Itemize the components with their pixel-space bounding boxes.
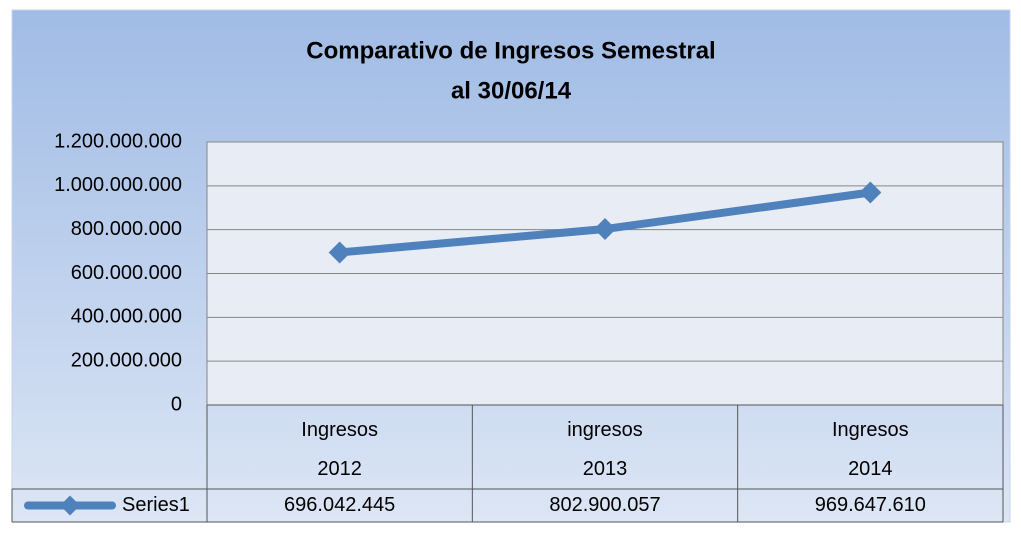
category-text: Ingresos 2012 [301, 419, 379, 480]
chart-title: Comparativo de Ingresos Semestral [306, 37, 715, 64]
chart-subtitle: al 30/06/14 [451, 77, 572, 104]
y-tick-label: 600.000.000 [71, 262, 182, 284]
y-tick-label: 200.000.000 [71, 349, 182, 371]
legend-marker [60, 495, 80, 516]
category-text: Ingresos 2014 [831, 419, 909, 480]
x-tick-label: Ingresos 2012 [207, 411, 472, 489]
x-tick-label: ingresos 2013 [472, 411, 737, 489]
x-tick-label: Ingresos 2014 [738, 411, 1003, 489]
y-tick-label: 0 [171, 393, 182, 415]
marker [859, 181, 882, 204]
table-value: 969.647.610 [815, 494, 926, 516]
category-text: ingresos 2013 [567, 419, 643, 480]
marker [594, 218, 616, 241]
y-tick-label: 400.000.000 [71, 306, 182, 328]
legend-label: Series1 [122, 494, 190, 516]
y-tick-label: 1.000.000.000 [54, 174, 182, 196]
table-value: 802.900.057 [549, 494, 660, 516]
y-tick-label: 800.000.000 [71, 218, 182, 240]
table-value: 696.042.445 [284, 494, 395, 516]
marker [328, 241, 351, 264]
y-tick-label: 1.200.000.000 [54, 130, 182, 152]
